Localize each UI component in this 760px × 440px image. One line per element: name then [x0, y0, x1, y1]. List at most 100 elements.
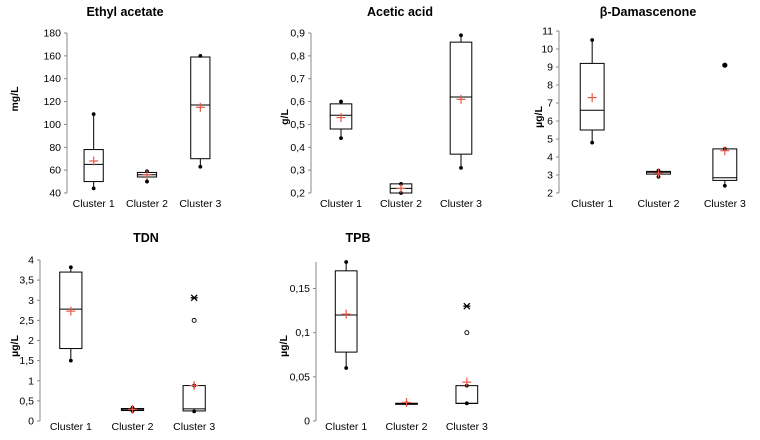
mean-marker: [341, 309, 351, 319]
box-2: [395, 397, 418, 407]
max-point: [459, 33, 463, 38]
max-point: [91, 112, 96, 117]
category-label: Cluster 1: [50, 421, 92, 433]
panel-2: Acetic acid g/L 0,2 0,3 0,4 0,5 0,6 0,7 0,8 0,9 Cl…: [279, 5, 482, 210]
category-label: Cluster 3: [179, 198, 221, 210]
y-tick-label: 9: [547, 62, 553, 74]
y-tick-label: 180: [43, 28, 61, 40]
min-point: [344, 366, 349, 370]
box-3: [449, 33, 473, 170]
category-label: Cluster 2: [637, 198, 679, 210]
max-point: [68, 265, 73, 270]
panel-1: Ethyl acetate mg/L 40 60 80 100 120 140 160 180 Cl…: [9, 5, 222, 210]
iqr-box: [334, 270, 358, 353]
y-tick-label: 0: [28, 416, 34, 428]
y-tick-label: 0,7: [290, 73, 305, 85]
category-label: Cluster 2: [126, 198, 168, 210]
mean-marker: [396, 183, 406, 193]
y-tick-label: 0,4: [290, 142, 305, 154]
y-tick-label: 100: [43, 119, 61, 131]
box-2: [646, 168, 671, 179]
iqr-box: [449, 41, 473, 155]
max-point: [590, 38, 595, 42]
mean-marker: [89, 156, 99, 166]
box-3: [455, 302, 479, 406]
mean-marker: [189, 381, 199, 391]
y-tick-label: 4: [28, 255, 34, 267]
y-tick-label: 0,6: [290, 96, 305, 108]
y-tick-label: 40: [49, 188, 61, 200]
mean-marker: [336, 113, 346, 123]
y-tick-label: 8: [547, 80, 553, 92]
mean-marker: [402, 397, 411, 407]
chart-title: Ethyl acetate: [86, 5, 163, 19]
y-tick-label: 4: [547, 152, 553, 164]
category-label: Cluster 1: [320, 198, 362, 210]
chart-title: TDN: [133, 231, 159, 245]
mean-marker: [462, 377, 472, 387]
y-tick-label: 2: [547, 188, 553, 200]
iqr-box: [329, 103, 353, 130]
max-point: [344, 260, 349, 264]
y-tick-label: 1,5: [19, 355, 34, 367]
mean-marker: [128, 404, 137, 414]
y-tick-label: 0,15: [290, 283, 311, 295]
y-axis-label: g/L: [279, 109, 291, 125]
box-1: [329, 99, 353, 141]
y-axis-label: µg/L: [278, 335, 290, 357]
iqr-box: [190, 56, 211, 160]
y-tick-label: 80: [49, 142, 61, 154]
chart-title: Acetic acid: [367, 5, 433, 19]
y-tick-label: 3: [547, 170, 553, 182]
iqr-box: [59, 271, 83, 350]
mean-marker: [654, 168, 663, 178]
outlier-circle: [464, 330, 470, 336]
y-tick-label: 11: [542, 26, 553, 38]
category-label: Cluster 2: [385, 421, 427, 433]
y-tick-label: 5: [547, 134, 553, 146]
min-point: [590, 140, 595, 145]
category-label: Cluster 3: [173, 421, 215, 433]
category-label: Cluster 2: [380, 198, 422, 210]
mean-marker: [66, 306, 76, 316]
category-label: Cluster 2: [111, 421, 153, 433]
category-label: Cluster 3: [440, 198, 482, 210]
box-1: [334, 260, 358, 370]
y-tick-label: 3,5: [19, 275, 34, 287]
box-3: [190, 53, 211, 169]
category-label: Cluster 3: [446, 421, 488, 433]
category-label: Cluster 1: [73, 198, 115, 210]
chart-title: TPB: [346, 231, 371, 245]
box-3: [712, 62, 738, 188]
y-tick-label: 0,8: [290, 50, 305, 62]
box-2: [120, 404, 145, 414]
mean-marker: [720, 146, 730, 156]
y-axis-label: µg/L: [9, 335, 21, 357]
chart-title: β-Damascenone: [600, 5, 697, 19]
iqr-box: [455, 385, 479, 404]
y-tick-label: 2: [28, 335, 34, 347]
box-1: [579, 38, 605, 145]
y-axis-label: µg/L: [533, 106, 545, 128]
y-tick-label: 140: [43, 73, 61, 85]
y-tick-label: 0,1: [295, 327, 310, 339]
y-tick-label: 3: [28, 295, 34, 307]
iqr-box: [579, 62, 605, 131]
mean-marker: [456, 94, 466, 104]
category-label: Cluster 3: [704, 198, 746, 210]
y-tick-label: 0,3: [290, 165, 305, 177]
box-2: [389, 181, 413, 195]
outlier-circle: [191, 317, 197, 323]
min-point: [91, 186, 96, 191]
y-tick-label: 0,5: [290, 119, 305, 131]
category-label: Cluster 1: [325, 421, 367, 433]
box-1: [83, 112, 104, 191]
outlier-dot: [722, 62, 728, 68]
y-tick-label: 120: [43, 96, 61, 108]
panel-5: TPB µg/L 0 0,05 0,1 0,15 Cluster 1 Cluster 2 Clu…: [278, 231, 488, 433]
y-tick-label: 0,5: [19, 395, 34, 407]
min-point: [459, 165, 463, 170]
y-tick-label: 2,5: [19, 315, 34, 327]
